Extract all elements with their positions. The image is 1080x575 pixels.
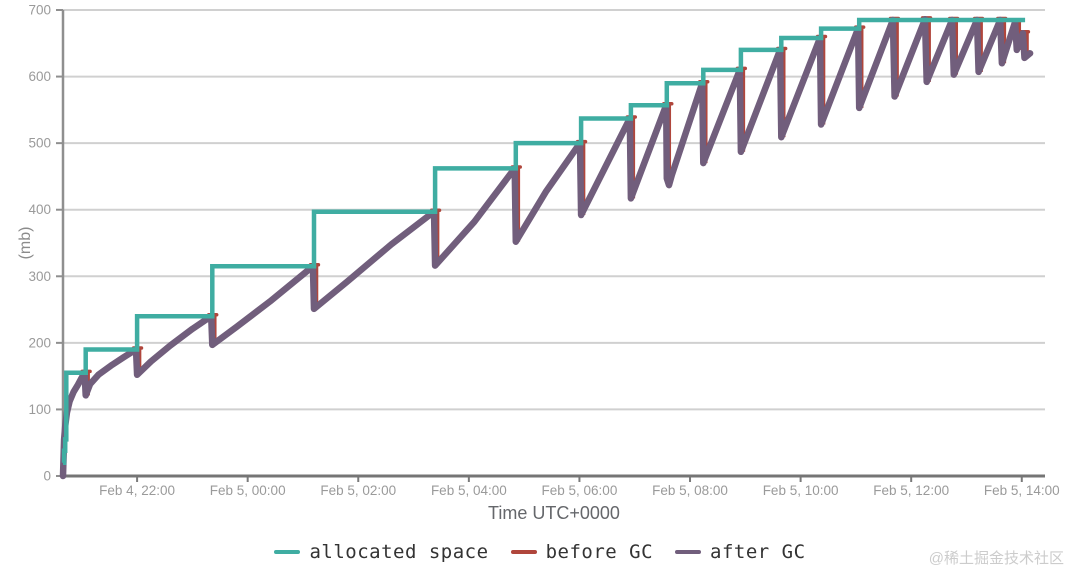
- series-layer: [59, 16, 1034, 480]
- y-tick-label: 0: [43, 469, 51, 484]
- x-tick-label: Feb 5, 00:00: [210, 483, 286, 498]
- y-tick-label: 400: [28, 202, 51, 217]
- legend-label-after-gc: after GC: [710, 541, 806, 563]
- gc-memory-chart: 0 100 200 300 400 500 600 700 Feb 4, 22:00 Feb 5,…: [17, 3, 1060, 524]
- allocated-space-line: [61, 17, 1026, 465]
- watermark: @稀土掘金技术社区: [928, 550, 1064, 567]
- y-axis-title: (mb): [17, 227, 34, 260]
- after-gc-line: [59, 16, 1034, 480]
- y-tick-label: 600: [28, 69, 51, 84]
- x-tick-label: Feb 5, 06:00: [542, 483, 618, 498]
- legend-label-before-gc: before GC: [545, 541, 654, 563]
- y-tick-label: 100: [28, 402, 51, 417]
- y-tick-label: 300: [28, 269, 51, 284]
- x-tick-label: Feb 5, 02:00: [320, 483, 396, 498]
- x-tick-label: Feb 5, 04:00: [431, 483, 507, 498]
- x-tick-label: Feb 4, 22:00: [99, 483, 175, 498]
- legend-item-after-gc[interactable]: after GC: [675, 541, 806, 563]
- x-tick-label: Feb 5, 12:00: [873, 483, 949, 498]
- x-tick-label: Feb 5, 08:00: [652, 483, 728, 498]
- axes-layer: 0 100 200 300 400 500 600 700 Feb 4, 22:00 Feb 5,…: [28, 3, 1059, 499]
- legend-item-allocated-space[interactable]: allocated space: [274, 541, 488, 563]
- y-tick-label: 200: [28, 335, 51, 350]
- legend-swatch-after-gc: [675, 550, 702, 554]
- legend-swatch-before-gc: [510, 550, 537, 554]
- y-tick-label: 500: [28, 136, 51, 151]
- legend-swatch-allocated-space: [274, 550, 301, 554]
- y-tick-label: 700: [28, 3, 51, 18]
- x-tick-label: Feb 5, 10:00: [763, 483, 839, 498]
- legend-label-allocated-space: allocated space: [309, 541, 489, 563]
- x-tick-label: Feb 5, 14:00: [984, 483, 1060, 498]
- chart-legend: allocated space before GC after GC: [0, 541, 1080, 563]
- legend-item-before-gc[interactable]: before GC: [510, 541, 654, 563]
- x-axis-title: Time UTC+0000: [488, 503, 620, 523]
